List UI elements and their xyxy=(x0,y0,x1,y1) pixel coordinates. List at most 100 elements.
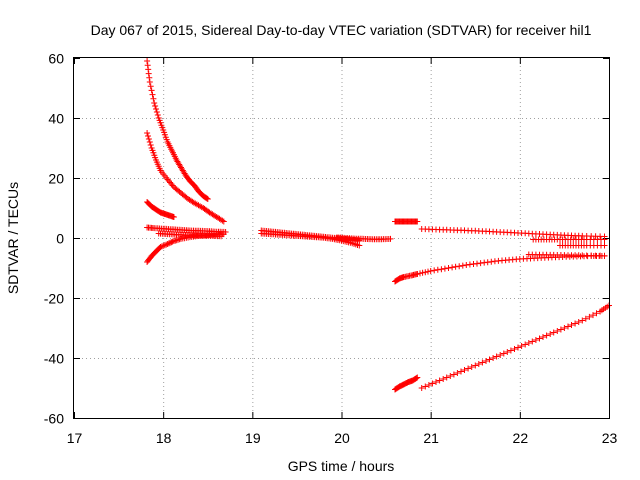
data-point xyxy=(475,361,482,367)
data-point xyxy=(543,332,550,339)
y-tick-label: -60 xyxy=(44,411,64,427)
data-point xyxy=(575,319,582,325)
data-point xyxy=(145,133,151,139)
data-point xyxy=(145,136,152,142)
data-point xyxy=(147,83,154,90)
data-point xyxy=(427,268,434,274)
x-tick-label: 20 xyxy=(334,430,350,446)
data-point xyxy=(149,91,156,98)
series-arc-18 xyxy=(418,302,612,391)
data-point xyxy=(525,340,532,346)
data-point xyxy=(163,241,170,248)
data-point xyxy=(443,374,450,381)
data-point xyxy=(582,315,589,322)
data-point xyxy=(220,218,227,225)
data-points xyxy=(144,58,612,393)
data-point xyxy=(146,79,153,85)
series-arc-14 xyxy=(392,271,421,285)
data-point xyxy=(414,374,421,381)
x-tick-label: 22 xyxy=(513,430,529,446)
data-point xyxy=(422,269,429,276)
data-point xyxy=(515,344,521,351)
data-point xyxy=(219,217,226,224)
data-point xyxy=(601,252,608,259)
data-point xyxy=(483,358,489,364)
series-arc-3 xyxy=(144,199,177,220)
data-point xyxy=(153,106,159,112)
data-point xyxy=(461,367,468,373)
data-point xyxy=(150,95,157,102)
data-point xyxy=(540,334,546,340)
series-arc-10 xyxy=(392,218,421,225)
data-point xyxy=(445,265,452,271)
data-point xyxy=(441,265,448,272)
data-point xyxy=(565,323,571,330)
data-point xyxy=(145,70,152,77)
data-point xyxy=(419,269,426,276)
y-tick-label: 20 xyxy=(48,171,64,187)
data-point xyxy=(157,244,164,250)
data-point xyxy=(454,370,461,376)
data-point xyxy=(161,242,168,249)
data-point xyxy=(449,264,456,271)
data-point xyxy=(434,266,441,273)
x-tick-label: 18 xyxy=(156,430,172,446)
data-point xyxy=(152,103,159,109)
y-tick-label: 40 xyxy=(48,111,64,127)
data-point xyxy=(572,320,579,327)
y-tick-label: 0 xyxy=(56,231,64,247)
data-point xyxy=(429,380,436,387)
data-point xyxy=(433,379,439,385)
data-point xyxy=(436,377,443,384)
data-point xyxy=(490,355,497,361)
x-axis-title: GPS time / hours xyxy=(288,458,395,474)
data-point xyxy=(486,356,493,363)
series-arc-9 xyxy=(334,234,394,243)
data-point xyxy=(532,337,539,343)
data-point xyxy=(170,214,177,220)
data-point xyxy=(522,341,529,348)
data-point xyxy=(148,87,155,94)
data-point xyxy=(440,376,447,382)
series-arc-17 xyxy=(392,374,421,393)
plot-frame xyxy=(73,57,610,419)
data-point xyxy=(144,58,151,64)
data-point xyxy=(450,371,457,378)
data-point xyxy=(153,109,160,115)
x-tick-label: 21 xyxy=(423,430,439,446)
data-point xyxy=(418,385,425,391)
series-arc-1 xyxy=(144,58,211,202)
data-point xyxy=(447,373,454,379)
data-point xyxy=(590,312,596,319)
x-tick-label: 17 xyxy=(67,430,83,446)
data-point xyxy=(144,130,151,136)
data-point xyxy=(438,266,445,273)
data-point xyxy=(146,139,153,145)
data-point xyxy=(414,218,421,225)
data-point xyxy=(500,350,507,357)
data-point xyxy=(414,271,421,277)
x-tick-label: 19 xyxy=(245,430,261,446)
data-point xyxy=(458,368,464,375)
data-point xyxy=(511,346,518,352)
data-point xyxy=(568,322,575,328)
series-arc-13 xyxy=(557,242,608,249)
data-point xyxy=(593,310,600,317)
data-point xyxy=(579,317,586,324)
series-arc-12 xyxy=(530,236,608,243)
data-point xyxy=(204,196,211,202)
data-point xyxy=(158,243,165,250)
data-point xyxy=(561,325,568,331)
data-point xyxy=(425,382,432,388)
data-point xyxy=(431,267,438,274)
data-point xyxy=(518,343,525,349)
data-point xyxy=(601,236,608,243)
x-tick-label: 23 xyxy=(602,430,618,446)
data-point xyxy=(504,349,511,355)
data-point xyxy=(425,268,431,275)
y-tick-label: -20 xyxy=(44,291,64,307)
data-point xyxy=(465,365,472,372)
series-arc-11 xyxy=(418,226,608,240)
y-tick-label: -40 xyxy=(44,351,64,367)
